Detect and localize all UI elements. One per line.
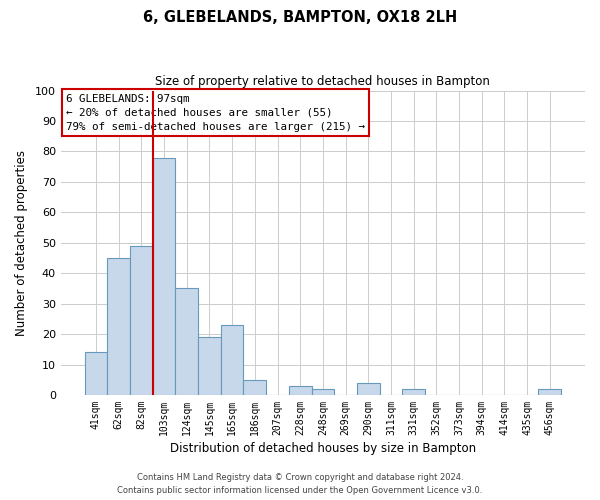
X-axis label: Distribution of detached houses by size in Bampton: Distribution of detached houses by size … <box>170 442 476 455</box>
Bar <box>289 386 311 395</box>
Y-axis label: Number of detached properties: Number of detached properties <box>15 150 28 336</box>
Bar <box>198 337 221 395</box>
Bar <box>107 258 130 395</box>
Bar <box>311 389 334 395</box>
Bar <box>153 158 175 395</box>
Text: 6 GLEBELANDS: 97sqm
← 20% of detached houses are smaller (55)
79% of semi-detach: 6 GLEBELANDS: 97sqm ← 20% of detached ho… <box>66 94 365 132</box>
Text: Contains HM Land Registry data © Crown copyright and database right 2024.
Contai: Contains HM Land Registry data © Crown c… <box>118 474 482 495</box>
Bar <box>244 380 266 395</box>
Bar <box>538 389 561 395</box>
Bar <box>175 288 198 395</box>
Bar <box>403 389 425 395</box>
Text: 6, GLEBELANDS, BAMPTON, OX18 2LH: 6, GLEBELANDS, BAMPTON, OX18 2LH <box>143 10 457 25</box>
Bar <box>221 325 244 395</box>
Bar <box>357 383 380 395</box>
Bar <box>85 352 107 395</box>
Bar <box>130 246 153 395</box>
Title: Size of property relative to detached houses in Bampton: Size of property relative to detached ho… <box>155 75 490 88</box>
